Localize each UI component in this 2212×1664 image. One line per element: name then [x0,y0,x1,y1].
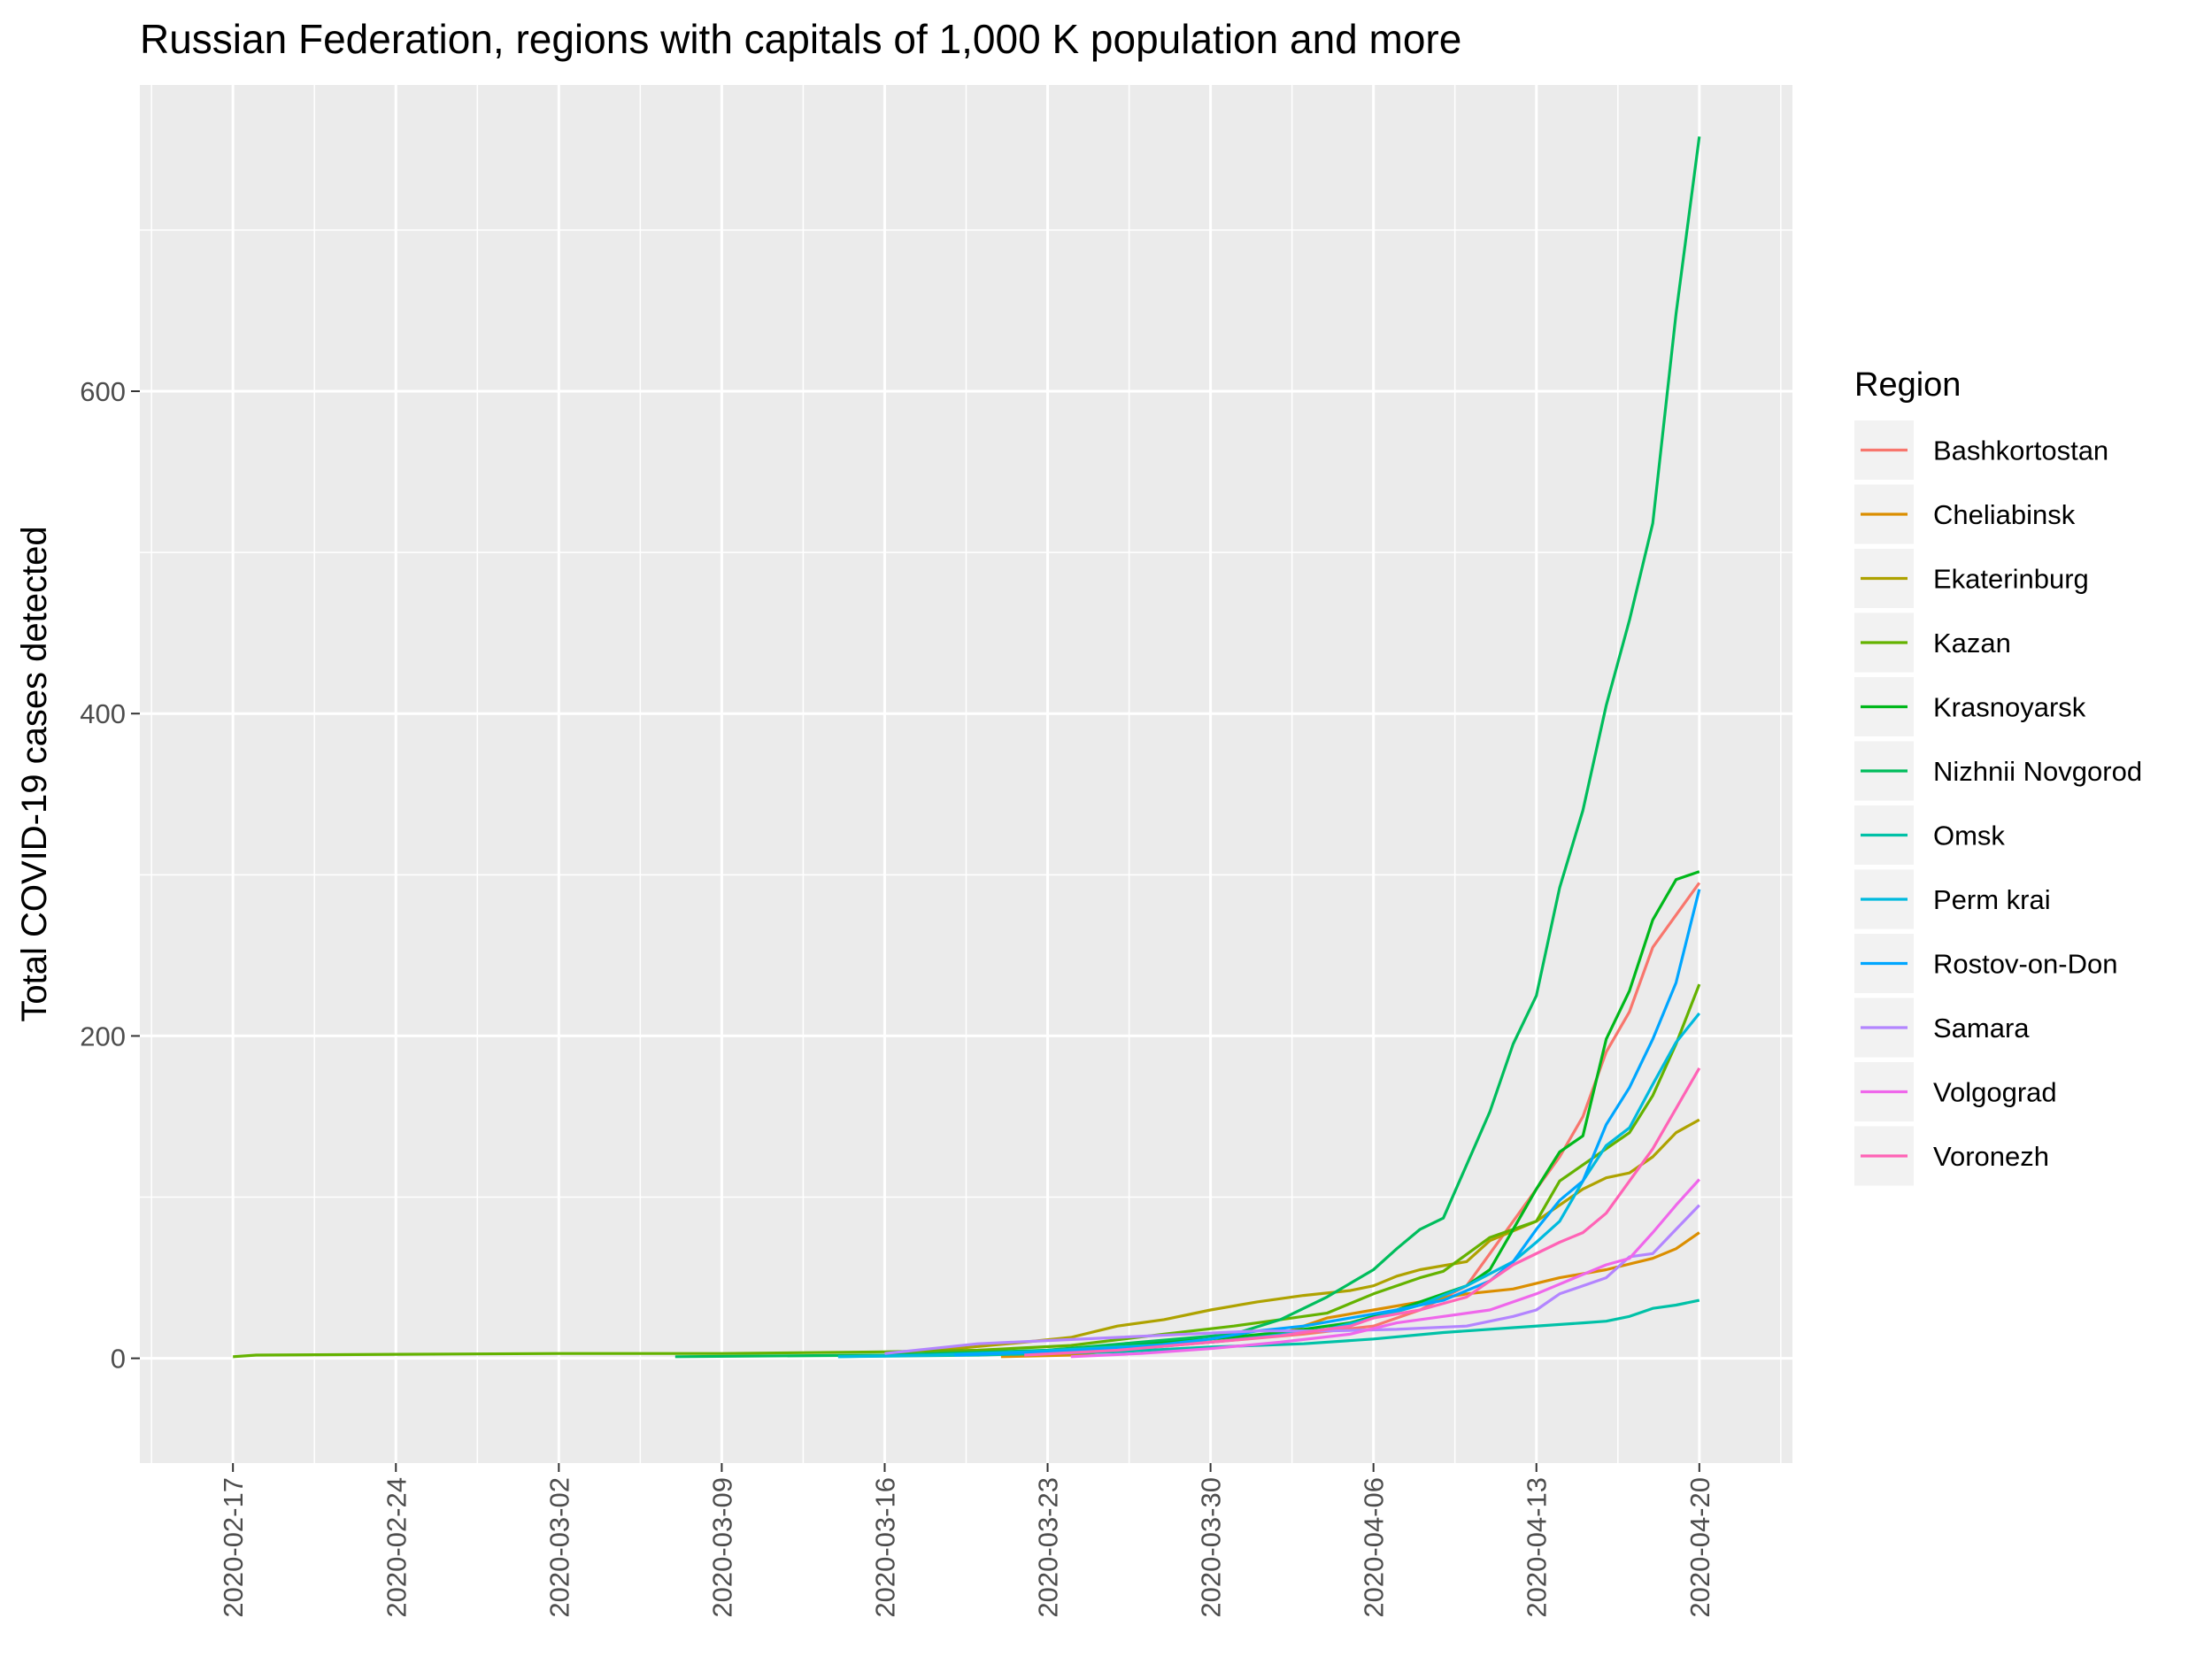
axis-layer: 0 200 400 600 2020-02-17 2020-02-24 2020-03-02… [80,376,1715,1618]
y-tick-label: 400 [80,698,126,729]
x-tick-label: 2020-03-23 [1033,1477,1064,1618]
y-tick-label: 200 [80,1021,126,1052]
legend-label-cheliabinsk: Cheliabinsk [1933,499,2076,530]
series-line-ekaterinburg [884,1118,1700,1355]
x-tick-label: 2020-02-17 [218,1477,249,1618]
x-tick-label: 2020-03-16 [869,1477,900,1618]
legend-label-rostov-on-don: Rostov-on-Don [1933,949,2117,980]
legend-label-krasnoyarsk: Krasnoyarsk [1933,692,2086,723]
legend: Region Bashkortostan Cheliabinsk Ekaterinb… [1854,366,2142,1186]
series-line-volgograd [1070,1178,1700,1359]
legend-label-bashkortostan: Bashkortostan [1933,435,2108,466]
x-tick-label: 2020-04-13 [1522,1477,1553,1618]
x-tick-label: 2020-03-30 [1196,1477,1227,1618]
x-tick-label: 2020-04-06 [1359,1477,1390,1618]
y-axis-title: Total COVID-19 cases detected [15,526,54,1021]
series-line-kazan [233,983,1701,1359]
legend-label-omsk: Omsk [1933,820,2005,851]
legend-label-volgograd: Volgograd [1933,1077,2057,1108]
legend-label-kazan: Kazan [1933,628,2011,659]
legend-label-nizhnii-novgorod: Nizhnii Novgorod [1933,756,2142,787]
legend-label-voronezh: Voronezh [1933,1141,2049,1172]
series-line-samara [884,1204,1700,1355]
series-line-voronezh [1024,1067,1701,1357]
x-tick-label: 2020-04-20 [1684,1477,1715,1618]
series-line-nizhnii-novgorod [674,136,1701,1359]
chart-title: Russian Federation, regions with capital… [140,16,1461,62]
series-line-omsk [837,1298,1700,1359]
x-tick-label: 2020-03-02 [543,1477,574,1618]
legend-label-samara: Samara [1933,1013,2030,1044]
y-tick-label: 600 [80,376,126,407]
x-tick-label: 2020-03-09 [706,1477,737,1618]
x-tick-label: 2020-02-24 [381,1477,412,1618]
legend-label-ekaterinburg: Ekaterinburg [1933,564,2089,595]
grid-layer [140,85,1792,1463]
legend-title: Region [1854,366,1961,404]
y-tick-label: 0 [111,1344,126,1375]
series-layer [233,136,1701,1359]
legend-label-perm-krai: Perm krai [1933,884,2051,915]
